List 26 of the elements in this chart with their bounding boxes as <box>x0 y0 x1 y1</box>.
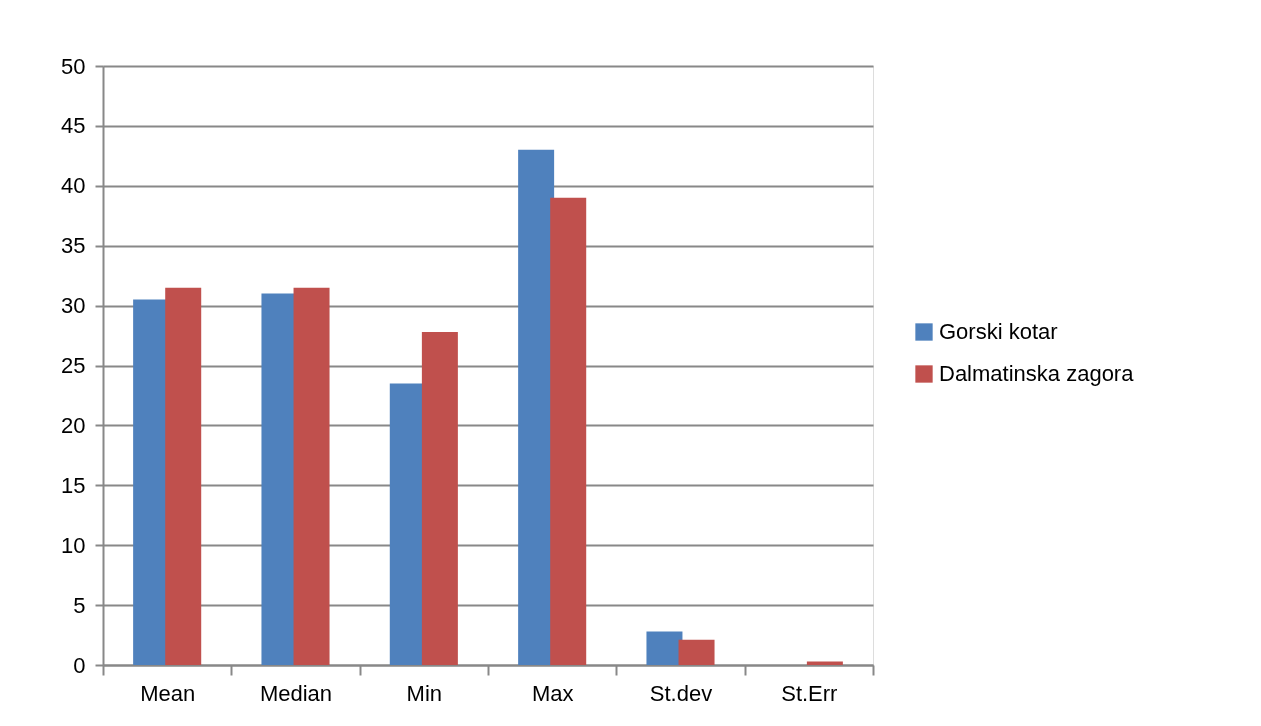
y-tick-label: 0 <box>73 652 86 678</box>
y-tick-label: 45 <box>61 113 86 139</box>
x-tick-label: Min <box>406 680 443 706</box>
bar <box>165 287 202 665</box>
bar <box>550 197 587 665</box>
x-tick-label: Max <box>531 680 574 706</box>
x-tick-label: St.Err <box>781 680 838 706</box>
bar <box>806 661 843 665</box>
bar <box>646 631 683 665</box>
y-tick-label: 40 <box>61 173 86 199</box>
legend-label: Gorski kotar <box>939 319 1058 344</box>
y-tick-label: 50 <box>61 53 86 79</box>
y-tick-label: 20 <box>61 412 86 438</box>
bar <box>293 287 330 665</box>
x-tick-label: Median <box>259 680 333 706</box>
y-tick-label: 10 <box>61 532 86 558</box>
y-tick-label: 30 <box>61 293 86 319</box>
x-tick-label: Mean <box>140 680 196 706</box>
y-tick-label: 35 <box>61 233 86 259</box>
bar <box>678 639 715 665</box>
x-tick-label: St.dev <box>649 680 713 706</box>
y-tick-label: 15 <box>61 472 86 498</box>
y-tick-label: 5 <box>73 592 86 618</box>
y-tick-label: 25 <box>61 353 86 378</box>
bar <box>421 331 458 665</box>
legend-label: Dalmatinska zagora <box>939 361 1135 386</box>
